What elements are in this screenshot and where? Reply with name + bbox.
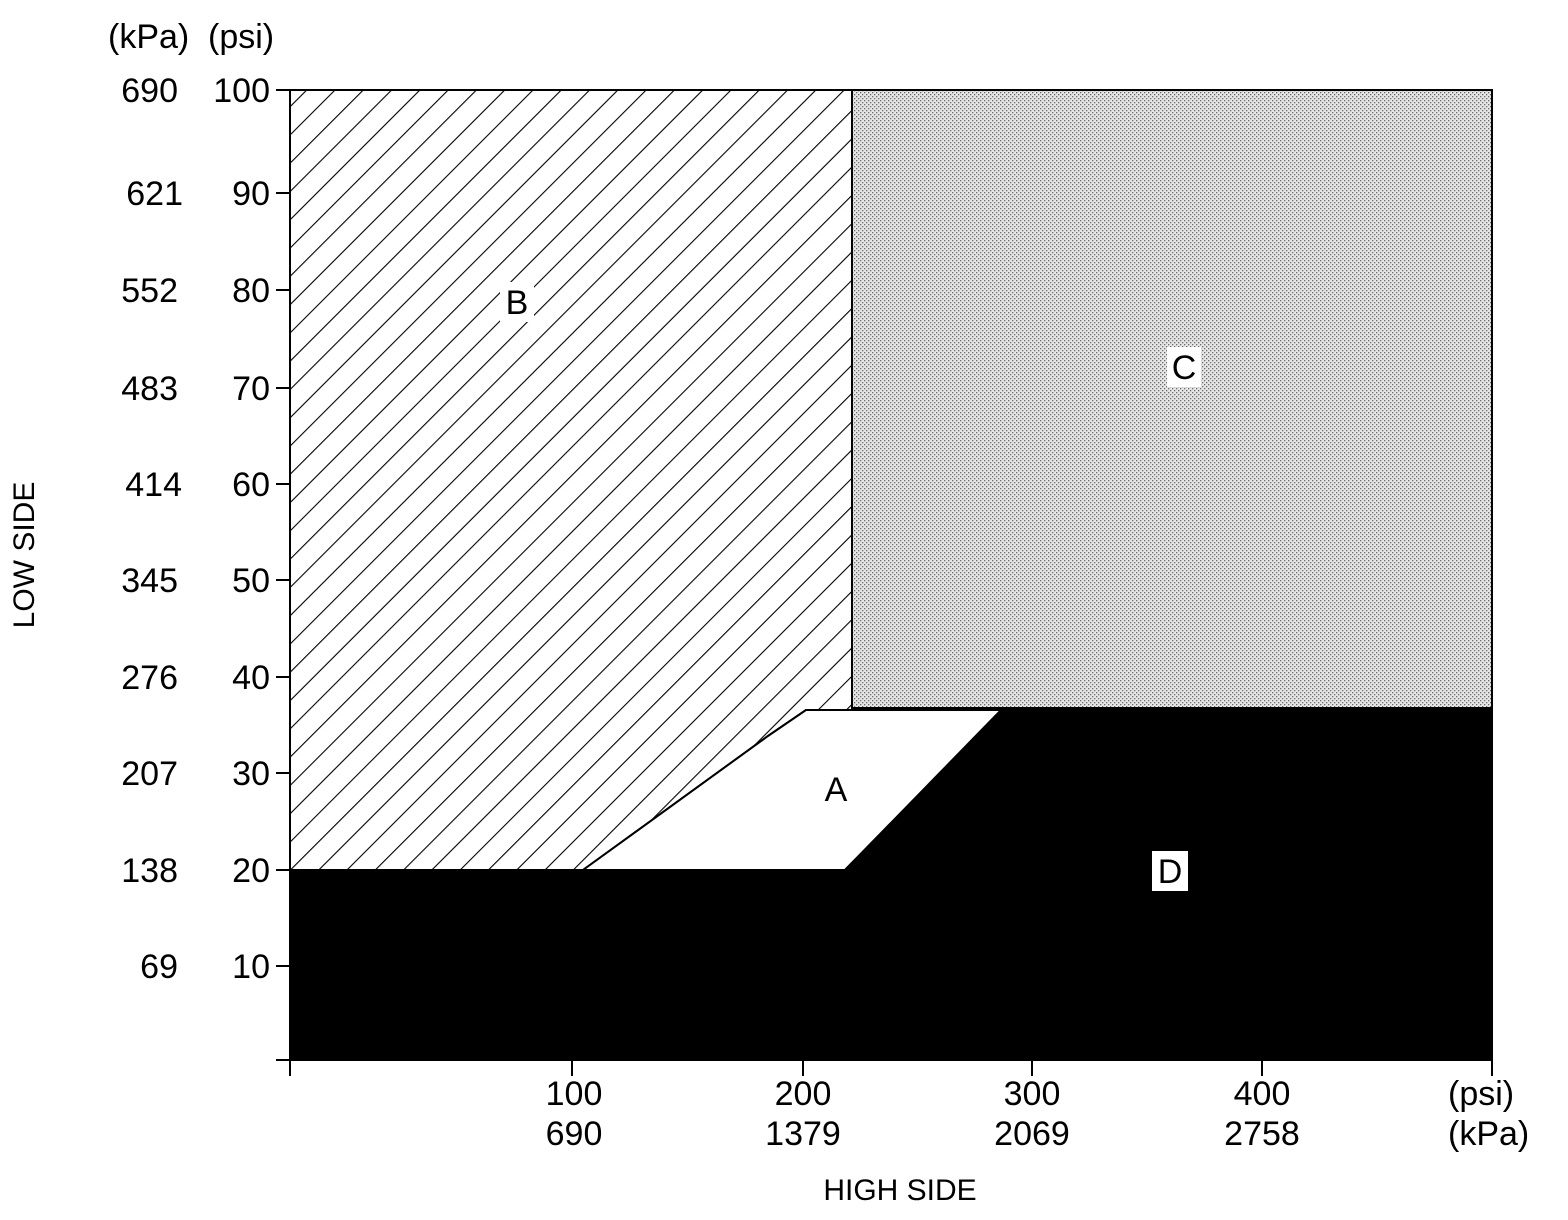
y-tick-psi: 30 bbox=[232, 755, 270, 793]
y-tick-psi: 80 bbox=[232, 272, 270, 310]
x-tick-psi: 300 bbox=[1004, 1075, 1061, 1113]
region-label-a: A bbox=[825, 771, 848, 809]
y-tick-kpa: 552 bbox=[121, 272, 178, 310]
y-tick-kpa: 345 bbox=[121, 562, 178, 600]
region-label-d: D bbox=[1152, 851, 1188, 891]
region-c-label: C bbox=[1172, 349, 1197, 387]
y-tick-labels-psi: 100 90 80 70 60 50 40 30 20 10 bbox=[213, 72, 270, 986]
x-axis-title: HIGH SIDE bbox=[823, 1174, 976, 1207]
x-tick-kpa: 2069 bbox=[994, 1115, 1070, 1153]
y-unit-kpa: (kPa) bbox=[108, 18, 189, 56]
region-label-b: B bbox=[500, 282, 534, 322]
y-tick-psi: 50 bbox=[232, 562, 270, 600]
x-axis bbox=[289, 1060, 1493, 1076]
x-tick-kpa: 690 bbox=[546, 1115, 603, 1153]
y-axis bbox=[276, 89, 291, 1061]
region-b-label: B bbox=[506, 284, 529, 322]
x-tick-psi: 100 bbox=[546, 1075, 603, 1113]
x-unit-psi: (psi) bbox=[1448, 1075, 1514, 1113]
y-tick-kpa: 690 bbox=[121, 72, 178, 110]
region-d-label: D bbox=[1158, 853, 1183, 891]
x-unit-kpa: (kPa) bbox=[1448, 1115, 1529, 1153]
region-a-label: A bbox=[825, 771, 848, 809]
y-tick-kpa: 414 bbox=[125, 466, 182, 504]
x-tick-kpa: 1379 bbox=[765, 1115, 841, 1153]
y-tick-psi: 10 bbox=[232, 948, 270, 986]
y-tick-labels-kpa: 690 621 552 483 414 345 276 207 138 69 bbox=[121, 72, 183, 986]
y-tick-kpa: 621 bbox=[126, 175, 183, 213]
y-tick-kpa: 483 bbox=[121, 370, 178, 408]
x-tick-psi: 200 bbox=[775, 1075, 832, 1113]
y-tick-kpa: 138 bbox=[121, 852, 178, 890]
y-tick-psi: 40 bbox=[232, 659, 270, 697]
x-tick-psi: 400 bbox=[1234, 1075, 1291, 1113]
y-tick-psi: 100 bbox=[213, 72, 270, 110]
y-axis-title: LOW SIDE bbox=[8, 482, 41, 629]
x-tick-kpa: 2758 bbox=[1224, 1115, 1300, 1153]
region-label-c: C bbox=[1167, 347, 1201, 387]
y-tick-kpa: 207 bbox=[121, 755, 178, 793]
y-tick-psi: 90 bbox=[232, 175, 270, 213]
y-unit-psi: (psi) bbox=[208, 18, 274, 56]
region-c-area bbox=[851, 89, 1493, 709]
y-tick-kpa: 69 bbox=[140, 948, 178, 986]
y-tick-psi: 60 bbox=[232, 466, 270, 504]
y-tick-psi: 20 bbox=[232, 852, 270, 890]
x-tick-labels: 100 690 200 1379 300 2069 400 2758 bbox=[546, 1075, 1300, 1153]
y-tick-kpa: 276 bbox=[121, 659, 178, 697]
y-tick-psi: 70 bbox=[232, 370, 270, 408]
